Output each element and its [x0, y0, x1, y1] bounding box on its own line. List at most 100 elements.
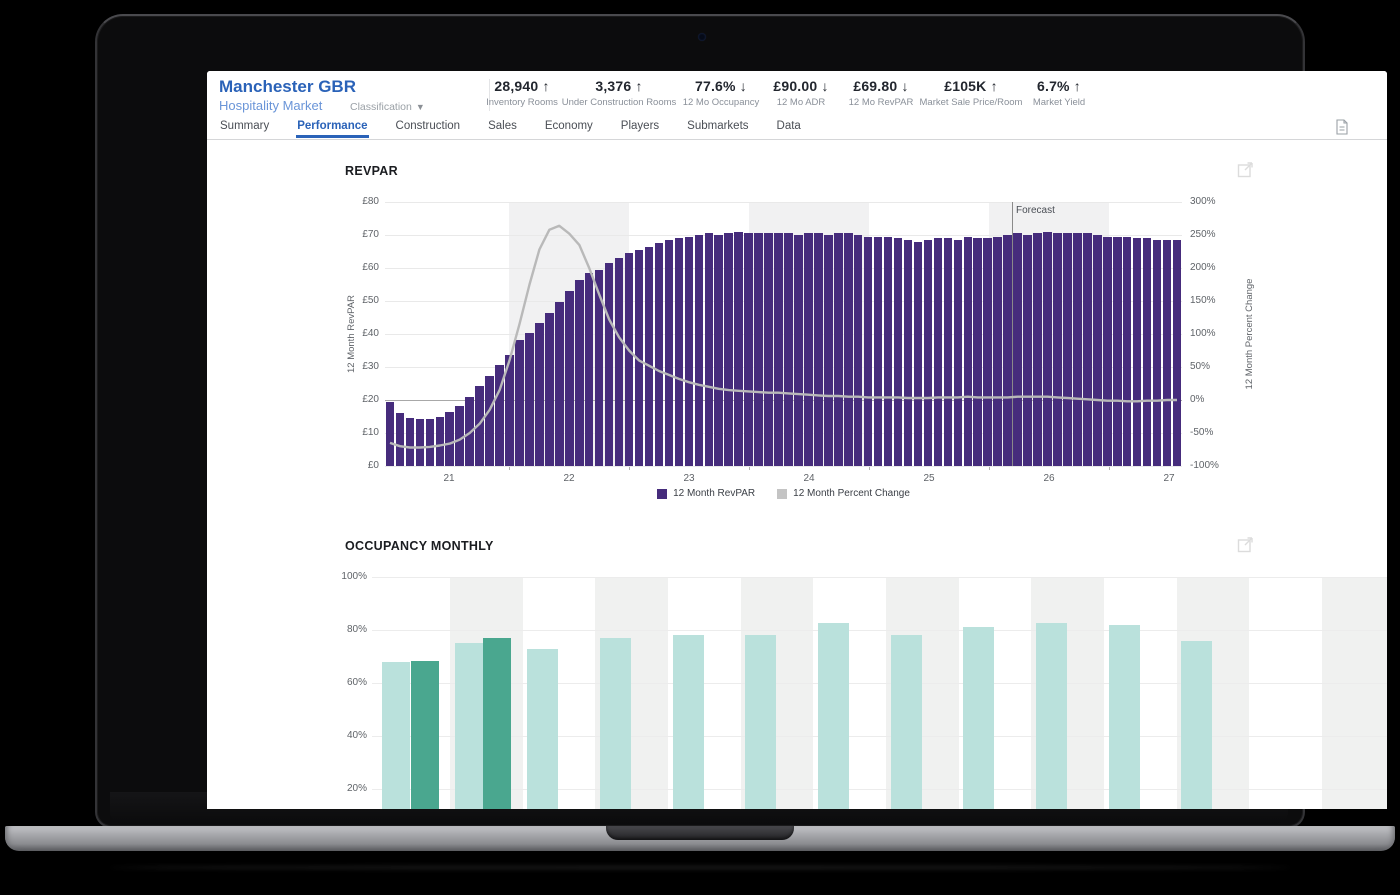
- occupancy-bar: [1108, 624, 1140, 809]
- revpar-bar: [1122, 236, 1132, 466]
- grid-line: [372, 736, 1387, 737]
- classification-label: Classification: [350, 101, 412, 113]
- revpar-bar: [604, 263, 614, 466]
- revpar-bar: [754, 233, 763, 466]
- revpar-bar: [1053, 233, 1062, 466]
- revpar-bar: [425, 418, 435, 466]
- axis-tick: [989, 466, 990, 470]
- occupancy-bar: [454, 643, 483, 809]
- revpar-bar: [1023, 235, 1032, 466]
- revpar-bar: [525, 333, 534, 466]
- grid-line: [385, 433, 1182, 434]
- stat-label: Market Yield: [1032, 97, 1086, 108]
- stat-value: 3,376 ↑: [595, 78, 643, 94]
- grid-line: [372, 683, 1387, 684]
- header-divider: [489, 79, 490, 111]
- grid-line: [385, 202, 1182, 203]
- grid-line: [385, 400, 1182, 401]
- revpar-bar: [565, 291, 574, 466]
- occupancy-bar: [963, 627, 995, 809]
- expand-chart-icon[interactable]: [1237, 161, 1254, 178]
- revpar-bar: [764, 233, 773, 466]
- revpar-bar: [495, 365, 504, 466]
- stat-label: 12 Mo RevPAR: [848, 97, 914, 108]
- revpar-bar: [644, 246, 654, 466]
- revpar-bar: [1083, 233, 1092, 466]
- tab-performance[interactable]: Performance: [296, 116, 369, 138]
- revpar-bar: [1033, 233, 1042, 466]
- revpar-bar: [1093, 235, 1102, 466]
- revpar-bar: [395, 412, 405, 466]
- axis-tick: [869, 466, 870, 470]
- revpar-bar: [505, 355, 514, 466]
- axis-tick: [749, 466, 750, 470]
- revpar-bar: [594, 269, 604, 466]
- revpar-bar: [963, 236, 973, 466]
- occupancy-bar: [1181, 640, 1213, 809]
- tab-construction[interactable]: Construction: [395, 120, 461, 132]
- y-axis-tick-label: 40%: [346, 730, 367, 741]
- grid-line: [385, 301, 1182, 302]
- report-document-icon[interactable]: [1335, 119, 1349, 135]
- y-axis-tick-label: £30: [362, 361, 379, 372]
- occupancy-chart: [372, 577, 1387, 809]
- stat-item: 3,376 ↑ Under Construction Rooms: [562, 78, 677, 108]
- revpar-bar: [574, 279, 584, 466]
- revpar-bar: [714, 235, 723, 466]
- revpar-bar: [1043, 231, 1052, 466]
- revpar-bar: [1063, 233, 1072, 466]
- stat-item: 6.7% ↑ Market Yield: [1033, 78, 1085, 108]
- revpar-bar: [784, 233, 793, 466]
- revpar-bar: [774, 233, 783, 466]
- revpar-bar: [744, 233, 753, 466]
- occupancy-bar: [1035, 623, 1067, 809]
- occupancy-bar: [410, 660, 439, 809]
- revpar-bar: [445, 411, 455, 466]
- classification-dropdown[interactable]: Classification ▼: [350, 101, 425, 113]
- revpar-bar: [485, 376, 494, 466]
- revpar-bar: [654, 243, 664, 466]
- occupancy-bar: [817, 623, 849, 809]
- expand-chart-icon[interactable]: [1237, 536, 1254, 553]
- market-header: Manchester GBR Hospitality Market Classi…: [207, 71, 1387, 116]
- revpar-section-title: REVPAR: [345, 164, 398, 178]
- y-axis-tick-label: £80: [362, 196, 379, 207]
- tab-economy[interactable]: Economy: [544, 120, 593, 132]
- x-axis-year-label: 22: [563, 473, 575, 484]
- revpar-bar: [933, 238, 943, 466]
- legend-label: 12 Month RevPAR: [673, 488, 756, 499]
- grid-line: [372, 630, 1387, 631]
- legend-swatch-gray: [777, 488, 788, 499]
- revpar-bar: [1013, 233, 1022, 466]
- revpar-bar: [1132, 238, 1142, 466]
- revpar-bar: [515, 339, 524, 466]
- occupancy-bar: [382, 661, 410, 809]
- tab-data[interactable]: Data: [776, 120, 801, 132]
- revpar-bar: [923, 240, 933, 466]
- tab-submarkets[interactable]: Submarkets: [687, 120, 749, 132]
- revpar-bar: [913, 241, 923, 466]
- chart-legend: 12 Month RevPAR 12 Month Percent Change: [385, 488, 1182, 499]
- revpar-bar: [1172, 240, 1182, 466]
- stat-label: Under Construction Rooms: [561, 97, 677, 108]
- webcam-icon: [698, 33, 706, 41]
- revpar-bar: [1142, 238, 1152, 466]
- stat-item: £69.80 ↓ 12 Mo RevPAR: [849, 78, 914, 108]
- tab-sales[interactable]: Sales: [488, 120, 517, 132]
- y-axis-tick-label: -100%: [1190, 460, 1219, 471]
- revpar-bar: [1003, 235, 1012, 466]
- grid-line: [385, 334, 1182, 335]
- grid-line: [385, 466, 1182, 467]
- revpar-bar: [804, 233, 813, 466]
- revpar-bar: [1152, 240, 1162, 466]
- stat-label: 12 Mo ADR: [776, 97, 826, 108]
- tab-summary[interactable]: Summary: [220, 120, 270, 132]
- y-axis-tick-label: £70: [362, 229, 379, 240]
- revpar-bar: [973, 238, 983, 466]
- forecast-label: Forecast: [1016, 205, 1055, 216]
- revpar-left-axis-title: 12 Month RevPAR: [346, 295, 357, 373]
- chevron-down-icon: ▼: [415, 102, 425, 112]
- x-axis-year-label: 25: [923, 473, 935, 484]
- tab-players[interactable]: Players: [620, 120, 660, 132]
